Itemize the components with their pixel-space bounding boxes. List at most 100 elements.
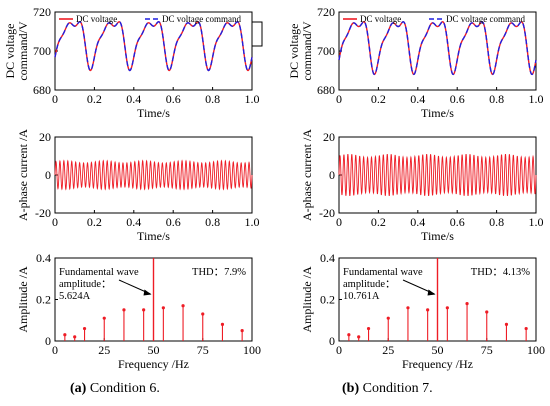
a-voltage-xtick-label: 0.4 — [126, 92, 141, 106]
a-voltage-chart: 0 0.2 0.4 0.6 0.8 1.0 680 700 720 Time/s DC voltag… — [3, 5, 263, 120]
b-current-xtick-label: 0 — [336, 215, 342, 229]
b-spectrum-annotation-arrowhead — [427, 289, 436, 296]
caption-b: (b) Condition 7. — [342, 381, 433, 396]
b-voltage-series-dc-voltage-command-line — [338, 21, 537, 76]
a-spectrum-harmonic-marker — [63, 333, 67, 337]
b-spectrum-annotation-line: 10.761A — [343, 291, 380, 302]
a-spectrum-harmonic-marker — [161, 306, 165, 310]
b-voltage-xtick-label: 0.4 — [410, 92, 425, 106]
a-spectrum-annotation-line: amplitude： — [59, 279, 112, 290]
b-voltage-xtick-label: 0.8 — [489, 92, 504, 106]
a-spectrum-xtick-label: 100 — [243, 343, 261, 357]
a-spectrum-annotation-arrowhead — [143, 289, 152, 296]
b-voltage-yaxis-label-line: DC voltage — [287, 24, 301, 79]
a-spectrum-harmonic-marker — [82, 326, 87, 331]
b-current-yaxis-label-line: A-phase current /A — [300, 129, 314, 221]
b-spectrum-ytick-label: 0.2 — [320, 293, 335, 307]
b-spectrum-annotation-line: Fundamental wave — [343, 267, 423, 278]
b-current-ytick-label: -20 — [319, 206, 335, 220]
a-current-xtick-label: 1.0 — [245, 215, 260, 229]
b-spectrum-harmonic-marker — [386, 316, 390, 320]
b-spectrum-xaxis-label: Frequency /Hz — [402, 357, 473, 371]
caption-b-letter: (b) — [342, 381, 359, 396]
b-spectrum-chart: 0 25 50 75 100 0 0.2 0.4 Frequency /Hz Amplitude … — [300, 251, 545, 371]
a-spectrum-harmonic-marker — [122, 308, 126, 312]
a-spectrum-ytick-label: 0.4 — [36, 251, 51, 265]
a-voltage-legend-bracket — [252, 21, 263, 47]
b-spectrum-yaxis-label-line: Amplitude /A — [300, 266, 314, 333]
b-spectrum-xtick-label: 100 — [527, 343, 545, 357]
caption-b-text: Condition 7. — [359, 381, 433, 396]
b-spectrum-harmonic-marker — [426, 308, 430, 312]
b-spectrum-harmonic-marker — [465, 302, 469, 306]
b-voltage-xtick-label: 0 — [336, 92, 342, 106]
b-spectrum-harmonic-marker — [524, 326, 528, 331]
a-spectrum-xtick-label: 75 — [197, 343, 209, 357]
b-voltage-xtick-label: 0.2 — [371, 92, 386, 106]
b-voltage-legend-label-command: DC voltage command — [446, 14, 525, 24]
b-current-xtick-label: 0.4 — [410, 215, 425, 229]
a-current-xtick-label: 0.6 — [166, 215, 181, 229]
a-spectrum-thd-label: THD：7.9% — [192, 267, 246, 278]
a-spectrum-annotation-line: 5.624A — [59, 291, 91, 302]
b-spectrum-ytick-label: 0.4 — [320, 251, 335, 265]
b-voltage-ytick-label: 720 — [317, 5, 335, 19]
a-voltage-xtick-label: 0.6 — [166, 92, 181, 106]
a-current-xtick-label: 0.8 — [205, 215, 220, 229]
b-current-xtick-label: 0.8 — [489, 215, 504, 229]
a-current-yaxis-label: A-phase current /A — [16, 129, 30, 221]
b-spectrum-thd-label: THD：4.13% — [471, 267, 530, 278]
b-current-yaxis-label: A-phase current /A — [300, 129, 314, 221]
a-voltage-yaxis-label-line: DC voltage — [3, 24, 17, 79]
b-spectrum-harmonic-marker — [347, 333, 351, 337]
a-spectrum-harmonic-marker — [73, 335, 77, 339]
a-voltage-ytick-label: 720 — [33, 5, 51, 19]
a-voltage-yaxis-label-line: command/V — [16, 21, 30, 81]
a-voltage-legend-label-dc-voltage: DC voltage — [76, 14, 117, 24]
b-spectrum-harmonic-marker — [366, 326, 371, 331]
b-spectrum-ytick-label: 0 — [329, 334, 335, 348]
b-spectrum-xtick-label: 25 — [382, 343, 394, 357]
b-voltage-ytick-label: 680 — [317, 83, 335, 97]
a-voltage-series-dc-voltage-command-line — [54, 21, 253, 72]
a-current-series-current-line — [54, 159, 253, 191]
a-spectrum-xtick-label: 50 — [148, 343, 160, 357]
b-spectrum-harmonic-marker — [485, 310, 489, 314]
b-current-ytick-label: 0 — [329, 168, 335, 182]
a-spectrum-harmonic-marker — [102, 316, 106, 320]
b-spectrum-harmonic-marker — [504, 322, 509, 326]
a-voltage-xaxis-label: Time/s — [137, 106, 170, 120]
a-spectrum-harmonic-marker — [240, 329, 244, 333]
b-spectrum-harmonic-marker — [406, 306, 410, 310]
a-current-ytick-label: -20 — [35, 206, 51, 220]
b-spectrum-xtick-label: 50 — [432, 343, 444, 357]
a-spectrum-harmonic-marker — [142, 308, 146, 312]
a-voltage-ytick-label: 680 — [33, 83, 51, 97]
b-spectrum-xtick-label: 75 — [481, 343, 493, 357]
b-voltage-ytick-label: 700 — [317, 44, 335, 58]
b-voltage-xtick-label: 1.0 — [529, 92, 544, 106]
a-current-xtick-label: 0.4 — [126, 215, 141, 229]
a-spectrum-harmonic-marker — [181, 304, 185, 308]
a-spectrum-harmonic-marker — [201, 312, 205, 316]
a-current-yaxis-label-line: A-phase current /A — [16, 129, 30, 221]
b-spectrum-annotation-line: amplitude： — [343, 279, 396, 290]
b-current-series-current-line — [338, 154, 537, 196]
b-current-xaxis-label: Time/s — [421, 229, 454, 243]
a-spectrum-ytick-label: 0 — [45, 334, 51, 348]
a-current-ytick-label: 20 — [39, 130, 51, 144]
b-spectrum-yaxis-label: Amplitude /A — [300, 266, 314, 333]
a-voltage-yaxis-label: DC voltagecommand/V — [3, 21, 30, 81]
a-spectrum-xtick-label: 0 — [52, 343, 58, 357]
b-current-xtick-label: 1.0 — [529, 215, 544, 229]
b-spectrum-harmonic-marker — [445, 306, 449, 310]
a-current-xtick-label: 0.2 — [87, 215, 102, 229]
a-current-xaxis-label: Time/s — [137, 229, 170, 243]
a-spectrum-chart: 0 25 50 75 100 0 0.2 0.4 Frequency /Hz Amplitude … — [16, 251, 261, 371]
caption-a-letter: (a) — [70, 381, 87, 396]
b-current-ytick-label: 20 — [323, 130, 335, 144]
a-current-xtick-label: 0 — [52, 215, 58, 229]
a-spectrum-yaxis-label: Amplitude /A — [16, 266, 30, 333]
